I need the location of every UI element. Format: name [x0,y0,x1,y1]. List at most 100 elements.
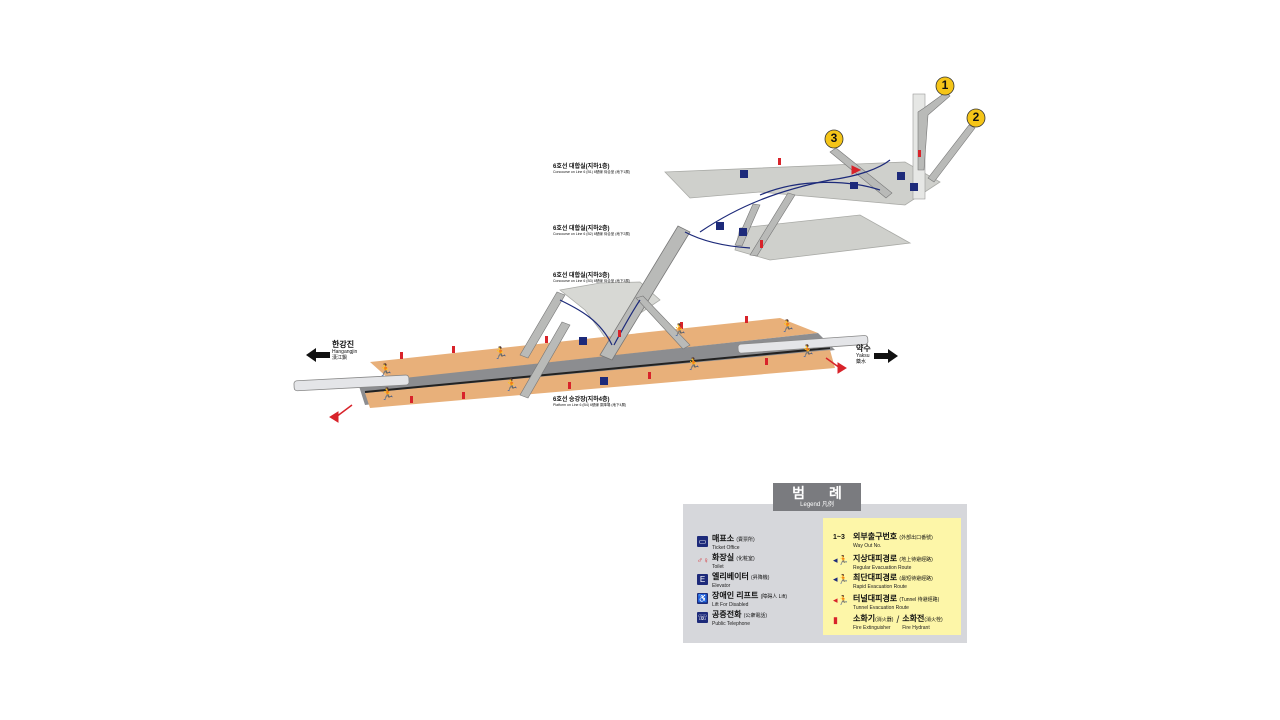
svg-text:🏃: 🏃 [800,344,815,358]
exit-badges [824,76,986,149]
legend-title: 범 례 [792,485,852,501]
level-b2-label: 6호선 대합실(지하2층) Concourse on Line 6 (B2) 6… [553,223,630,237]
legend-item-exit-number: 1~3 외부출구번호 (外部出口番號) Way Out No. [833,532,933,549]
exit-number-icon: 1~3 [833,534,845,541]
direction-arrows [306,348,898,363]
level-b4-en: Platform on Line 6 (B4) 6號線 乘降場 (地下4層) [553,403,627,407]
direction-right-en: Yaksu [856,353,870,359]
legend-ticket-office-hanja: (賣票所) [736,537,755,543]
legend-elevator-hanja: (昇降機) [751,575,770,581]
level-b2-en: Concourse on Line 6 (B2) 6號線 待合室 (地下2層) [553,232,631,236]
legend-elevator-ko: 엘리베이터 [712,572,749,581]
svg-text:🏃: 🏃 [378,363,393,377]
legend-tunnel-en: Tunnel Evacuation Route [853,605,909,611]
level-b2-ko: 6호선 대합실(지하2층) [553,226,610,232]
tunnel-evacuation-icon: ◂🏃 [833,595,849,605]
direction-right-ko: 약수 [856,344,871,353]
legend-regular-ko: 지상대피경로 [853,554,898,563]
direction-right-hanja: 藥水 [856,359,867,365]
legend-ticket-office-en: Ticket Office [712,545,740,551]
elevator-icon: E [697,574,708,585]
legend-regular-en: Regular Evacuation Route [853,565,912,571]
legend-lift-hanja: (障碍人 Lift) [760,594,788,600]
stairs-b3-right [635,295,691,350]
escalator-main [599,225,691,361]
legend-facilities: ▭ 매표소 (賣票所) Ticket Office ♂♀ 화장실 (化粧室) T… [697,534,817,629]
fire-extinguisher-icon: ▮ [833,615,838,625]
legend-toilet-en: Toilet [712,564,724,570]
legend-toilet-hanja: (化粧室) [736,556,755,562]
facility-icons [579,170,918,385]
legend-telephone-hanja: (公衆電話) [743,613,768,619]
svg-text:🏃: 🏃 [780,319,795,333]
legend-extinguisher-ko: 소화기 [853,614,876,623]
direction-left-en: Hangangjin [332,349,358,355]
regular-evacuation-icon: ◂🏃 [833,555,849,565]
legend-hydrant-en: Fire Hydrant [902,625,930,631]
stairs-b3-left-2 [519,321,571,399]
fire-extinguishers [400,150,921,403]
legend-exit-ko: 외부출구번호 [853,532,898,541]
legend-item-ticket-office: ▭ 매표소 (賣票所) Ticket Office [697,534,817,553]
legend-rapid-ko: 최단대피경로 [853,573,898,582]
direction-left-label: 한강진 Hangangjin 漢江鎭 [332,340,357,361]
level-b3-label: 6호선 대합실(지하3층) Concourse on Line 6 (B3) 6… [553,270,630,284]
evacuee-icons: 🏃 🏃 🏃 🏃 🏃 🏃 🏃 🏃 [378,319,815,401]
level-b4-ko: 6호선 승강장(지하4층) [553,397,610,403]
legend-regular-hanja: (地上待避經路) [899,557,933,563]
exit-badge-2-label: 2 [972,110,980,124]
legend-subtitle: Legend 凡例 [800,502,834,508]
legend-item-regular-evacuation: ◂🏃 지상대피경로 (地上待避經路) Regular Evacuation Ro… [833,554,933,571]
route-b1 [699,159,891,233]
svg-text:🏃: 🏃 [380,387,395,401]
direction-left-hanja: 漢江鎭 [332,355,348,361]
legend-extinguisher-en: Fire Extinguisher [853,625,891,631]
legend-rapid-hanja: (最短待避經路) [899,576,933,582]
legend-telephone-ko: 공중전화 [712,610,742,619]
legend-item-toilet: ♂♀ 화장실 (化粧室) Toilet [697,553,817,572]
legend-item-rapid-evacuation: ◂🏃 최단대피경로 (最短待避經路) Rapid Evacuation Rout… [833,573,933,590]
legend-lift-ko: 장애인 리프트 [712,591,759,600]
route-b3 [559,299,641,346]
route-b1-b [759,181,881,196]
svg-text:🏃: 🏃 [493,346,508,360]
legend-item-tunnel-evacuation: ◂🏃 터널대피경로 (Tunnel 待避經路) Tunnel Evacuatio… [833,594,939,611]
legend-hydrant-hanja: (消火栓) [924,617,943,623]
legend-ticket-office-ko: 매표소 [712,534,735,543]
legend-tunnel-ko: 터널대피경로 [853,594,898,603]
toilet-icon: ♂♀ [697,556,709,565]
level-b1-ko: 6호선 대합실(지하1층) [553,164,610,170]
legend-item-elevator: E 엘리베이터 (昇降機) Elevator [697,572,817,591]
level-b4-label: 6호선 승강장(지하4층) Platform on Line 6 (B4) 6號… [553,394,626,408]
exit-badge-3-label: 3 [830,131,838,145]
evacuation-arrows [329,165,862,423]
level-b1-label: 6호선 대합실(지하1층) Concourse on Line 6 (B1) 6… [553,161,630,175]
public-telephone-icon: ☏ [697,612,708,623]
platform-upper [370,318,818,380]
level-b1-en: Concourse on Line 6 (B1) 6號線 待合室 (地下1層) [553,170,631,174]
exit3-stairs [829,147,893,199]
ticket-office-icon: ▭ [697,536,708,547]
direction-left-ko: 한강진 [332,340,355,349]
legend-item-wheelchair-lift: ♿ 장애인 리프트 (障碍人 Lift) Lift For Disabled [697,591,817,610]
level-b3-en: Concourse on Line 6 (B3) 6號線 待合室 (地下3層) [553,279,631,283]
svg-text:🏃: 🏃 [672,323,687,337]
train-right [737,335,869,354]
train-left [293,374,410,392]
legend-evacuation-panel: 1~3 외부출구번호 (外部出口番號) Way Out No. ◂🏃 지상대피경… [823,518,961,635]
legend-extinguisher-hanja: (消火器) [875,617,894,623]
rapid-evacuation-icon: ◂🏃 [833,574,849,584]
exit1-stairs [917,91,951,171]
track-rail [364,347,831,393]
legend-header: 범 례 Legend 凡例 [773,483,861,511]
direction-right-label: 약수 Yaksu 藥水 [856,344,871,365]
legend-hydrant-ko: 소화전 [902,614,925,623]
level-b3-ko: 6호선 대합실(지하3층) [553,273,610,279]
route-b2 [684,231,751,249]
legend-lift-en: Lift For Disabled [712,602,749,608]
legend-exit-en: Way Out No. [853,543,882,549]
svg-text:🏃: 🏃 [504,378,519,392]
legend-rapid-en: Rapid Evacuation Route [853,584,907,590]
exit2-stairs [927,124,976,183]
